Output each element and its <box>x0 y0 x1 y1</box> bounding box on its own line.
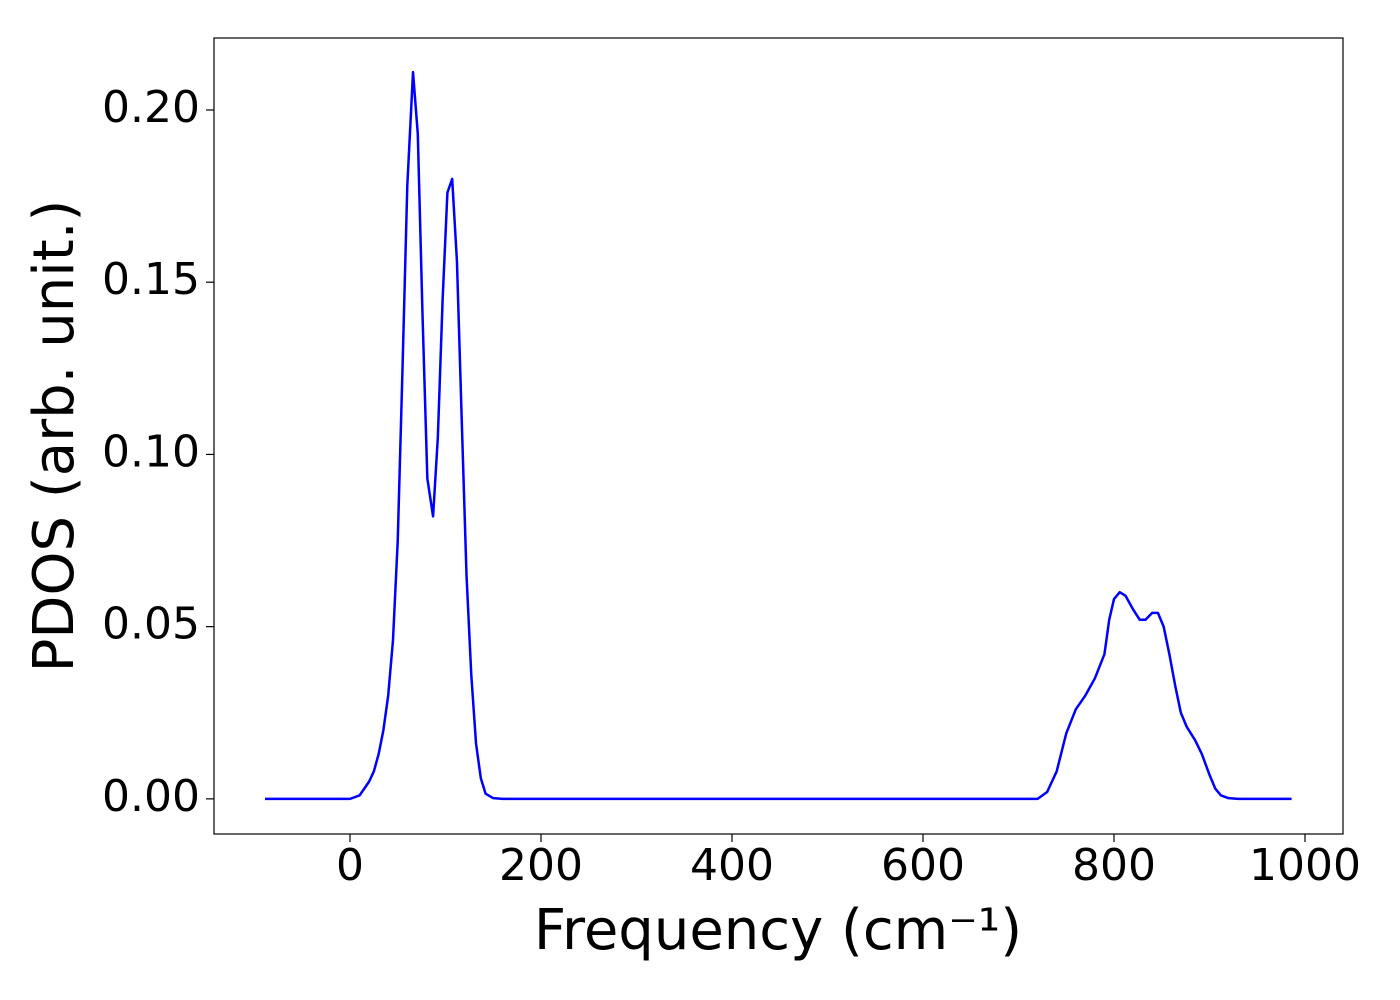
y-axis-label: PDOS (arb. unit.) <box>22 200 87 673</box>
y-tick-label: 0.05 <box>102 599 200 650</box>
x-axis-label: Frequency (cm⁻¹) <box>534 898 1022 963</box>
y-tick-label: 0.00 <box>102 771 200 822</box>
x-tick-label: 800 <box>1072 840 1156 891</box>
y-tick-label: 0.10 <box>102 426 200 477</box>
x-tick-label: 1000 <box>1249 840 1361 891</box>
x-tick-label: 0 <box>336 840 364 891</box>
y-tick-label: 0.15 <box>102 254 200 305</box>
y-tick-label: 0.20 <box>102 82 200 133</box>
plot-frame <box>213 37 1344 835</box>
data-line <box>264 70 1292 801</box>
x-tick-label: 600 <box>881 840 965 891</box>
x-tick-label: 400 <box>690 840 774 891</box>
x-tick-label: 200 <box>499 840 583 891</box>
